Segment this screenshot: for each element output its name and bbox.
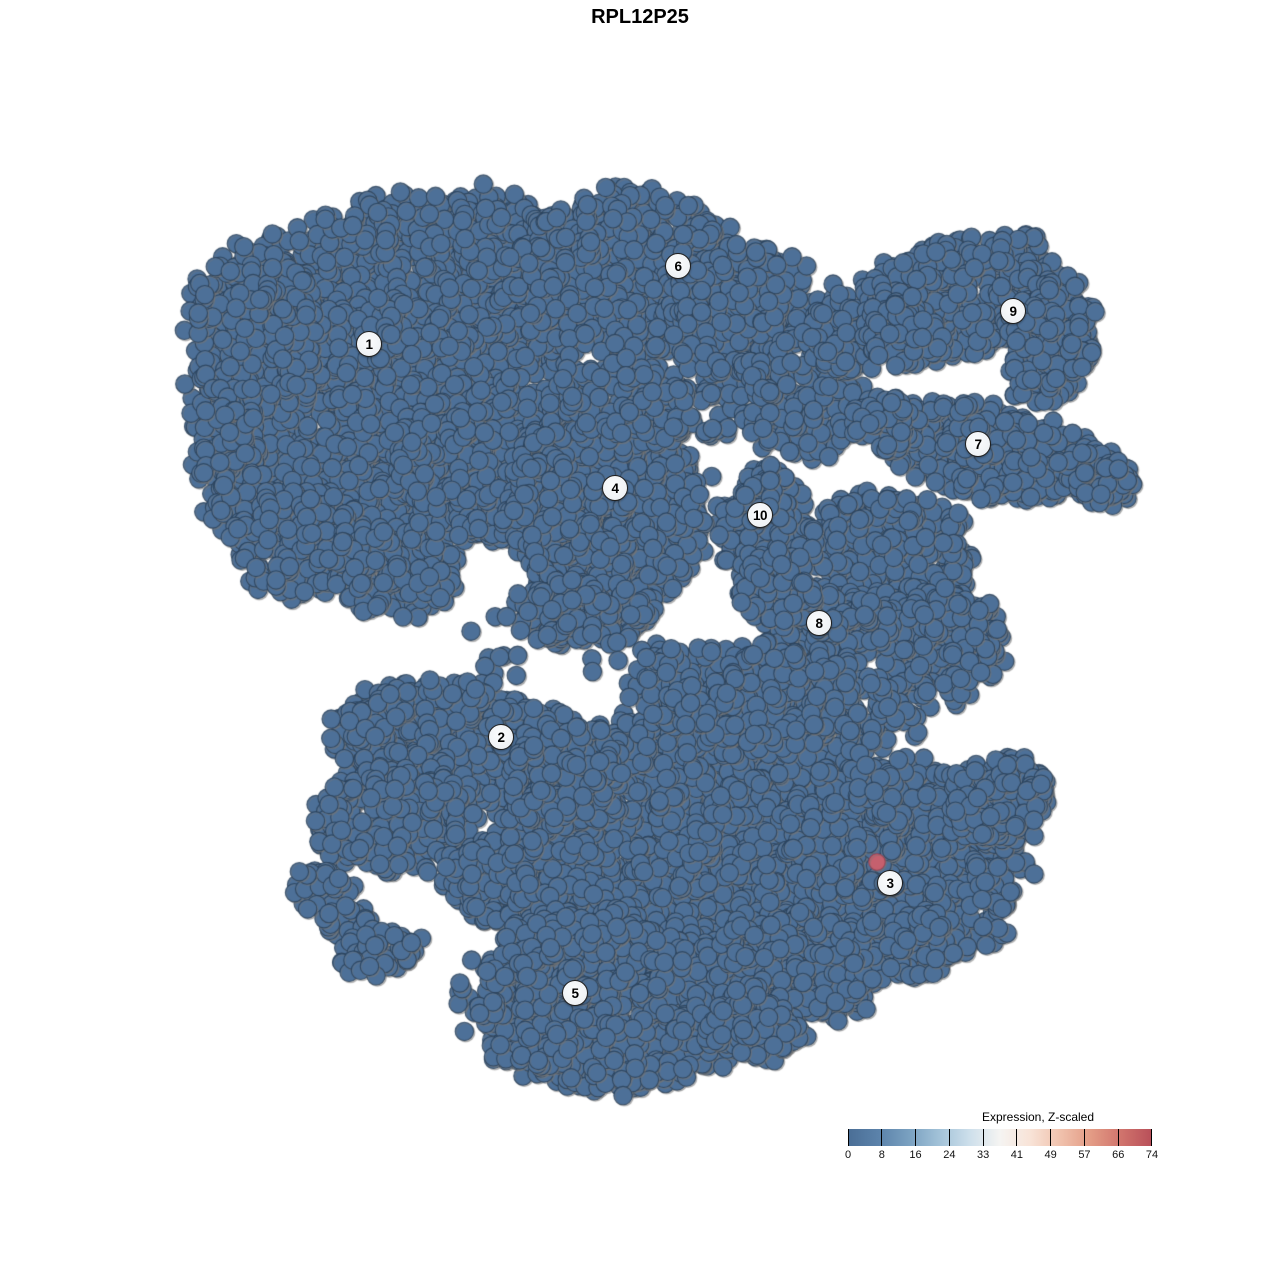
- cluster-label-5: 5: [562, 980, 588, 1006]
- legend-tick-line-49: [1050, 1129, 1052, 1146]
- cluster-label-2: 2: [488, 724, 514, 750]
- legend-tick-label-0: 0: [844, 1149, 852, 1161]
- legend-tick-label-33: 33: [976, 1149, 990, 1161]
- legend-tick-line-24: [948, 1129, 950, 1146]
- legend-tick-line-41: [1016, 1129, 1018, 1146]
- legend-tick-line-66: [1117, 1129, 1119, 1146]
- cluster-label-3: 3: [877, 870, 903, 896]
- legend-tick-label-41: 41: [1010, 1149, 1023, 1161]
- legend-tick-label-24: 24: [943, 1149, 956, 1161]
- legend-tick-line-33: [982, 1129, 984, 1146]
- legend-tick-line-8: [881, 1129, 883, 1146]
- cluster-label-10: 10: [747, 502, 773, 528]
- legend-tick-label-49: 49: [1044, 1149, 1057, 1161]
- cluster-label-4: 4: [602, 475, 628, 501]
- plot-title: RPL12P25: [591, 6, 689, 28]
- legend-tick-label-8: 8: [878, 1149, 885, 1161]
- legend-tick-label-57: 57: [1078, 1149, 1091, 1161]
- cluster-label-7: 7: [965, 431, 991, 457]
- cluster-label-1: 1: [356, 331, 382, 357]
- cluster-label-6: 6: [665, 253, 691, 279]
- legend-tick-line-0: [848, 1129, 850, 1146]
- legend-tick-line-57: [1083, 1129, 1086, 1146]
- cluster-label-8: 8: [806, 610, 832, 636]
- legend-tick-labels: 0 8 16 24 33 41 49 57 66 74: [844, 1149, 1158, 1163]
- legend-tick-label-74: 74: [1145, 1149, 1159, 1161]
- legend-tick-line-16: [914, 1129, 917, 1146]
- expression-legend: Expression, Z-scaled 0 8 16 24 33 41 49 57 66 74: [844, 1110, 1158, 1163]
- cluster-label-9: 9: [1000, 298, 1026, 324]
- legend-tick-label-66: 66: [1112, 1149, 1125, 1161]
- legend-tick-label-16: 16: [909, 1149, 922, 1161]
- legend-colorbar: [848, 1129, 1152, 1146]
- legend-title: Expression, Z-scaled: [981, 1110, 1095, 1124]
- legend-tick-line-74: [1150, 1129, 1152, 1146]
